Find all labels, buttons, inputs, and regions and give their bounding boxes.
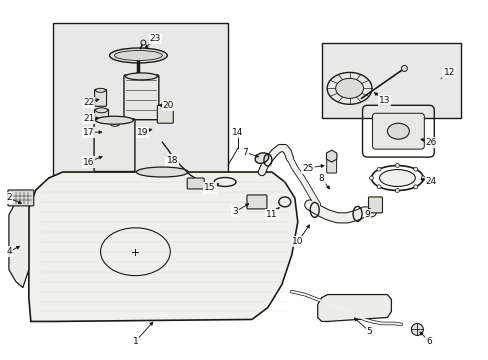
FancyBboxPatch shape xyxy=(8,190,34,206)
Text: 3: 3 xyxy=(232,207,238,216)
Polygon shape xyxy=(29,172,297,321)
Text: 24: 24 xyxy=(425,177,436,186)
Circle shape xyxy=(395,189,399,193)
Circle shape xyxy=(376,167,380,171)
Text: 9: 9 xyxy=(364,210,369,219)
Circle shape xyxy=(141,40,145,45)
Polygon shape xyxy=(317,294,390,321)
Text: 12: 12 xyxy=(443,68,454,77)
Text: 1: 1 xyxy=(132,337,138,346)
Text: 11: 11 xyxy=(265,210,277,219)
Text: 15: 15 xyxy=(204,184,215,193)
FancyBboxPatch shape xyxy=(368,197,382,213)
Text: 19: 19 xyxy=(136,128,148,137)
FancyBboxPatch shape xyxy=(372,113,424,149)
Ellipse shape xyxy=(379,170,414,186)
Ellipse shape xyxy=(386,123,408,139)
FancyBboxPatch shape xyxy=(94,89,106,106)
Text: 16: 16 xyxy=(82,158,94,167)
Text: 17: 17 xyxy=(82,128,94,137)
Text: 23: 23 xyxy=(149,34,161,43)
Text: 13: 13 xyxy=(378,96,389,105)
Ellipse shape xyxy=(335,78,363,98)
Ellipse shape xyxy=(95,88,105,92)
FancyBboxPatch shape xyxy=(246,195,266,209)
Circle shape xyxy=(395,163,399,167)
Text: 26: 26 xyxy=(425,138,436,147)
Ellipse shape xyxy=(95,116,133,124)
FancyBboxPatch shape xyxy=(109,123,120,139)
FancyBboxPatch shape xyxy=(94,119,135,171)
Text: 2: 2 xyxy=(6,193,12,202)
Bar xyxy=(53,23,227,178)
FancyBboxPatch shape xyxy=(326,155,336,173)
Polygon shape xyxy=(9,195,29,288)
Text: 20: 20 xyxy=(163,101,174,110)
Text: 7: 7 xyxy=(242,148,247,157)
Ellipse shape xyxy=(109,48,167,63)
FancyBboxPatch shape xyxy=(187,178,203,189)
Circle shape xyxy=(401,66,407,71)
Text: 5: 5 xyxy=(366,327,372,336)
Ellipse shape xyxy=(114,50,162,60)
Ellipse shape xyxy=(255,153,268,163)
Text: 22: 22 xyxy=(83,98,94,107)
Ellipse shape xyxy=(136,167,188,177)
Circle shape xyxy=(410,323,423,336)
Text: 10: 10 xyxy=(291,237,303,246)
Text: 8: 8 xyxy=(318,174,324,183)
Circle shape xyxy=(413,185,417,189)
FancyBboxPatch shape xyxy=(94,109,108,129)
FancyBboxPatch shape xyxy=(157,105,173,123)
Text: 14: 14 xyxy=(232,128,243,137)
Circle shape xyxy=(413,167,417,171)
FancyBboxPatch shape xyxy=(124,75,159,120)
Bar xyxy=(321,42,460,118)
Ellipse shape xyxy=(95,108,107,113)
Polygon shape xyxy=(326,150,336,162)
Circle shape xyxy=(376,185,380,189)
Text: 18: 18 xyxy=(166,156,178,165)
Text: 21: 21 xyxy=(83,114,94,123)
Text: 25: 25 xyxy=(302,163,313,172)
Ellipse shape xyxy=(125,73,157,80)
Circle shape xyxy=(369,176,373,180)
Text: 6: 6 xyxy=(426,337,431,346)
Circle shape xyxy=(421,176,425,180)
Ellipse shape xyxy=(110,122,119,126)
Text: 4: 4 xyxy=(6,247,12,256)
Ellipse shape xyxy=(326,72,371,104)
